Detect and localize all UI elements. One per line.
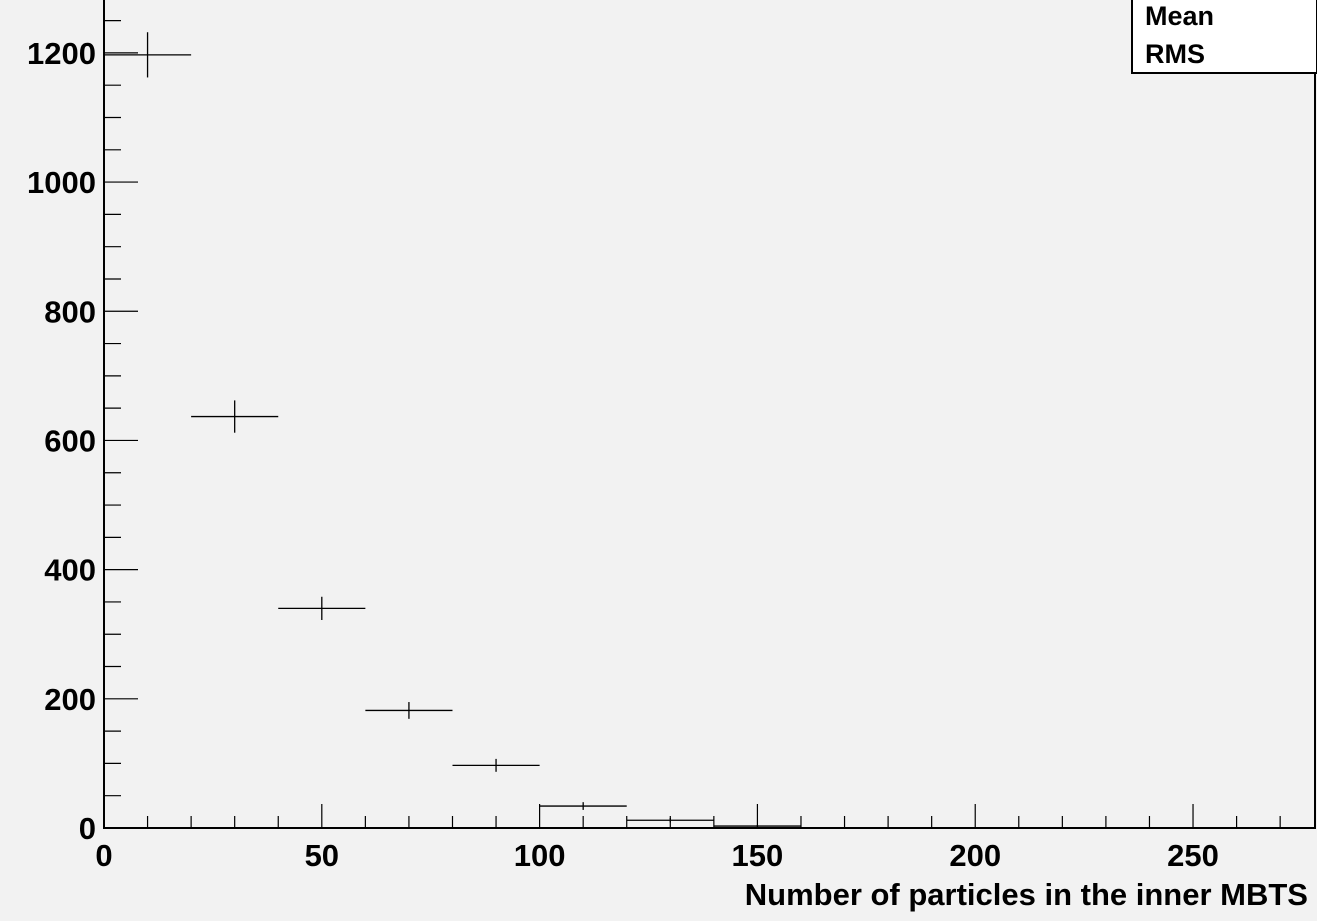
y-tick-label: 400 xyxy=(44,553,96,588)
x-tick-label: 50 xyxy=(305,838,339,873)
data-point xyxy=(191,400,279,433)
y-axis-tick-labels: 0 200 400 600 800 1000 1200 xyxy=(27,36,96,846)
y-tick-label: 1200 xyxy=(27,36,96,71)
x-tick-label: 100 xyxy=(514,838,566,873)
plot-frame xyxy=(103,0,1316,829)
stats-box-frame xyxy=(1131,0,1317,74)
data-point xyxy=(539,802,627,810)
y-tick-label: 0 xyxy=(79,811,96,846)
data-point xyxy=(626,817,714,823)
y-tick-label: 800 xyxy=(44,294,96,329)
data-point xyxy=(278,596,366,621)
y-tick-label: 1000 xyxy=(27,165,96,200)
x-tick-label: 250 xyxy=(1167,838,1219,873)
stats-box: Mean RMS xyxy=(1131,0,1317,74)
stats-rms-label: RMS xyxy=(1145,39,1205,69)
data-point xyxy=(452,758,540,772)
y-tick-label: 200 xyxy=(44,682,96,717)
data-point xyxy=(365,702,453,719)
data-point xyxy=(104,32,192,78)
x-tick-label: 0 xyxy=(95,838,112,873)
x-axis-ticks xyxy=(103,804,1281,828)
y-axis-ticks xyxy=(104,20,138,829)
x-axis-tick-labels: 0 50 100 150 200 250 xyxy=(95,838,1219,873)
x-axis-label: Number of particles in the inner MBTS xyxy=(745,877,1308,912)
y-tick-label: 600 xyxy=(44,423,96,458)
data-points xyxy=(104,32,801,828)
x-tick-label: 200 xyxy=(949,838,1001,873)
stats-mean-label: Mean xyxy=(1145,1,1214,31)
x-tick-label: 150 xyxy=(732,838,784,873)
data-point xyxy=(713,824,801,828)
